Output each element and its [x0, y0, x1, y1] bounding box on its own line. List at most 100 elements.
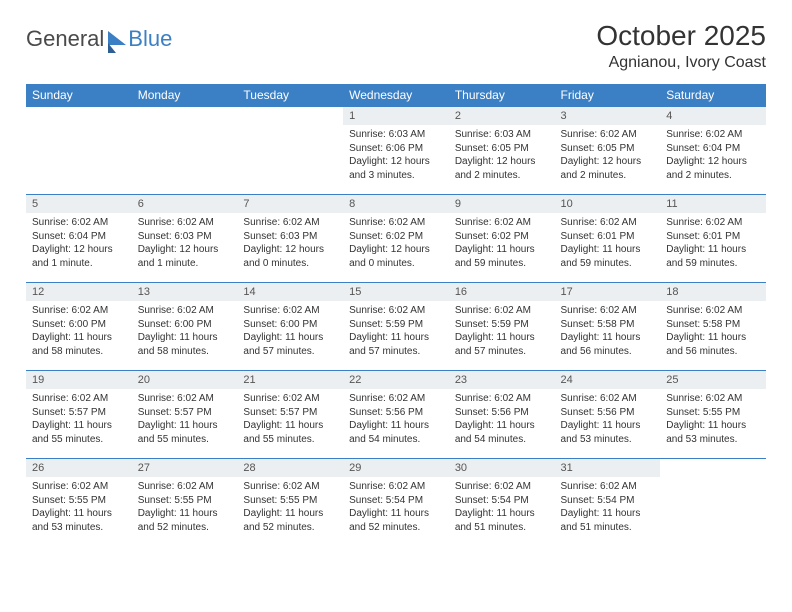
day-number	[237, 107, 343, 125]
calendar-day-cell	[660, 459, 766, 547]
calendar-day-cell: 1Sunrise: 6:03 AMSunset: 6:06 PMDaylight…	[343, 107, 449, 195]
day-info: Sunrise: 6:02 AMSunset: 5:57 PMDaylight:…	[26, 389, 132, 450]
day-number: 20	[132, 371, 238, 389]
sunrise-text: Sunrise: 6:02 AM	[32, 216, 126, 230]
day-number: 8	[343, 195, 449, 213]
calendar-week-row: 12Sunrise: 6:02 AMSunset: 6:00 PMDayligh…	[26, 283, 766, 371]
sunset-text: Sunset: 5:56 PM	[561, 406, 655, 420]
day-info: Sunrise: 6:02 AMSunset: 5:59 PMDaylight:…	[449, 301, 555, 362]
weekday-header: Thursday	[449, 84, 555, 107]
day-number: 2	[449, 107, 555, 125]
daylight-text: Daylight: 12 hours and 0 minutes.	[243, 243, 337, 270]
sunset-text: Sunset: 5:54 PM	[561, 494, 655, 508]
sunrise-text: Sunrise: 6:02 AM	[243, 480, 337, 494]
sunset-text: Sunset: 6:01 PM	[561, 230, 655, 244]
sunrise-text: Sunrise: 6:02 AM	[349, 392, 443, 406]
sunset-text: Sunset: 6:05 PM	[561, 142, 655, 156]
daylight-text: Daylight: 11 hours and 55 minutes.	[138, 419, 232, 446]
day-number: 5	[26, 195, 132, 213]
sunrise-text: Sunrise: 6:02 AM	[32, 392, 126, 406]
day-info: Sunrise: 6:02 AMSunset: 6:01 PMDaylight:…	[660, 213, 766, 274]
sunrise-text: Sunrise: 6:02 AM	[243, 216, 337, 230]
calendar-day-cell	[26, 107, 132, 195]
day-number: 17	[555, 283, 661, 301]
sunrise-text: Sunrise: 6:02 AM	[666, 128, 760, 142]
calendar-day-cell: 21Sunrise: 6:02 AMSunset: 5:57 PMDayligh…	[237, 371, 343, 459]
calendar-week-row: 26Sunrise: 6:02 AMSunset: 5:55 PMDayligh…	[26, 459, 766, 547]
day-number: 3	[555, 107, 661, 125]
daylight-text: Daylight: 11 hours and 52 minutes.	[349, 507, 443, 534]
sunrise-text: Sunrise: 6:02 AM	[32, 304, 126, 318]
daylight-text: Daylight: 11 hours and 57 minutes.	[243, 331, 337, 358]
calendar-day-cell: 24Sunrise: 6:02 AMSunset: 5:56 PMDayligh…	[555, 371, 661, 459]
sunrise-text: Sunrise: 6:03 AM	[349, 128, 443, 142]
daylight-text: Daylight: 12 hours and 1 minute.	[32, 243, 126, 270]
day-info: Sunrise: 6:02 AMSunset: 6:04 PMDaylight:…	[660, 125, 766, 186]
day-info: Sunrise: 6:02 AMSunset: 5:58 PMDaylight:…	[555, 301, 661, 362]
sunset-text: Sunset: 5:55 PM	[243, 494, 337, 508]
day-info: Sunrise: 6:02 AMSunset: 6:04 PMDaylight:…	[26, 213, 132, 274]
sunrise-text: Sunrise: 6:02 AM	[243, 392, 337, 406]
daylight-text: Daylight: 11 hours and 59 minutes.	[561, 243, 655, 270]
daylight-text: Daylight: 11 hours and 58 minutes.	[138, 331, 232, 358]
sunset-text: Sunset: 5:55 PM	[138, 494, 232, 508]
day-number: 31	[555, 459, 661, 477]
sunrise-text: Sunrise: 6:02 AM	[561, 304, 655, 318]
day-number: 9	[449, 195, 555, 213]
calendar-day-cell: 23Sunrise: 6:02 AMSunset: 5:56 PMDayligh…	[449, 371, 555, 459]
day-number: 16	[449, 283, 555, 301]
daylight-text: Daylight: 11 hours and 52 minutes.	[243, 507, 337, 534]
sunset-text: Sunset: 6:00 PM	[243, 318, 337, 332]
day-info: Sunrise: 6:02 AMSunset: 5:56 PMDaylight:…	[449, 389, 555, 450]
daylight-text: Daylight: 11 hours and 51 minutes.	[455, 507, 549, 534]
day-number: 25	[660, 371, 766, 389]
daylight-text: Daylight: 12 hours and 3 minutes.	[349, 155, 443, 182]
sunset-text: Sunset: 5:57 PM	[32, 406, 126, 420]
calendar-day-cell: 11Sunrise: 6:02 AMSunset: 6:01 PMDayligh…	[660, 195, 766, 283]
sunrise-text: Sunrise: 6:02 AM	[349, 304, 443, 318]
sunset-text: Sunset: 6:04 PM	[32, 230, 126, 244]
weekday-header-row: SundayMondayTuesdayWednesdayThursdayFrid…	[26, 84, 766, 107]
sunrise-text: Sunrise: 6:02 AM	[561, 480, 655, 494]
day-number: 7	[237, 195, 343, 213]
daylight-text: Daylight: 11 hours and 59 minutes.	[455, 243, 549, 270]
weekday-header: Saturday	[660, 84, 766, 107]
sunrise-text: Sunrise: 6:03 AM	[455, 128, 549, 142]
daylight-text: Daylight: 11 hours and 58 minutes.	[32, 331, 126, 358]
sunset-text: Sunset: 6:00 PM	[32, 318, 126, 332]
page-header: General Blue October 2025 Agnianou, Ivor…	[26, 20, 766, 72]
day-number: 4	[660, 107, 766, 125]
sunset-text: Sunset: 6:02 PM	[349, 230, 443, 244]
daylight-text: Daylight: 11 hours and 55 minutes.	[243, 419, 337, 446]
day-number: 15	[343, 283, 449, 301]
daylight-text: Daylight: 12 hours and 0 minutes.	[349, 243, 443, 270]
sunset-text: Sunset: 6:04 PM	[666, 142, 760, 156]
day-number: 1	[343, 107, 449, 125]
day-info: Sunrise: 6:02 AMSunset: 5:54 PMDaylight:…	[343, 477, 449, 538]
calendar-day-cell: 20Sunrise: 6:02 AMSunset: 5:57 PMDayligh…	[132, 371, 238, 459]
day-info: Sunrise: 6:02 AMSunset: 5:55 PMDaylight:…	[26, 477, 132, 538]
calendar-day-cell: 12Sunrise: 6:02 AMSunset: 6:00 PMDayligh…	[26, 283, 132, 371]
sunset-text: Sunset: 5:59 PM	[349, 318, 443, 332]
calendar-day-cell: 2Sunrise: 6:03 AMSunset: 6:05 PMDaylight…	[449, 107, 555, 195]
day-number: 18	[660, 283, 766, 301]
day-info: Sunrise: 6:02 AMSunset: 5:58 PMDaylight:…	[660, 301, 766, 362]
day-info: Sunrise: 6:02 AMSunset: 5:59 PMDaylight:…	[343, 301, 449, 362]
sunset-text: Sunset: 5:54 PM	[349, 494, 443, 508]
sunset-text: Sunset: 5:54 PM	[455, 494, 549, 508]
sunrise-text: Sunrise: 6:02 AM	[455, 216, 549, 230]
day-number: 28	[237, 459, 343, 477]
sunset-text: Sunset: 6:03 PM	[138, 230, 232, 244]
sunset-text: Sunset: 6:00 PM	[138, 318, 232, 332]
day-number	[26, 107, 132, 125]
sunset-text: Sunset: 5:56 PM	[349, 406, 443, 420]
sunrise-text: Sunrise: 6:02 AM	[455, 480, 549, 494]
day-info: Sunrise: 6:02 AMSunset: 5:56 PMDaylight:…	[555, 389, 661, 450]
daylight-text: Daylight: 11 hours and 53 minutes.	[32, 507, 126, 534]
sunrise-text: Sunrise: 6:02 AM	[561, 216, 655, 230]
calendar-day-cell	[237, 107, 343, 195]
calendar-week-row: 19Sunrise: 6:02 AMSunset: 5:57 PMDayligh…	[26, 371, 766, 459]
day-number: 27	[132, 459, 238, 477]
day-info: Sunrise: 6:02 AMSunset: 5:55 PMDaylight:…	[660, 389, 766, 450]
day-info: Sunrise: 6:02 AMSunset: 6:00 PMDaylight:…	[26, 301, 132, 362]
